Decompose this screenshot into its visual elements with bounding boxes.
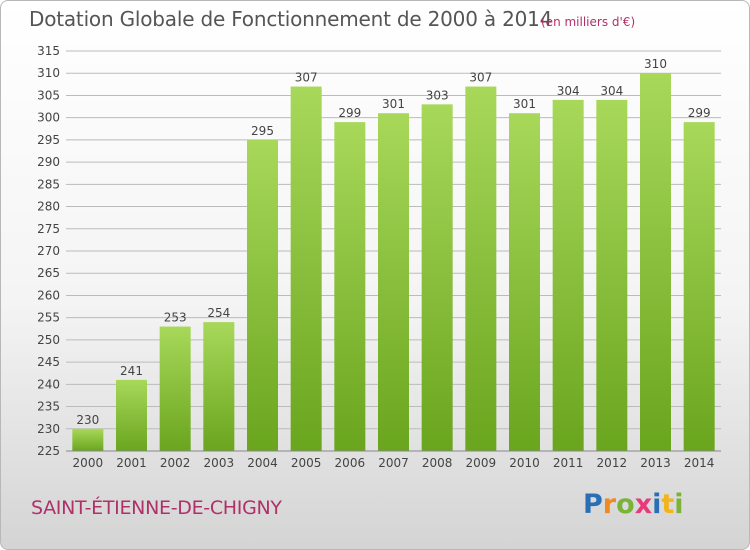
bar-2002 xyxy=(159,326,191,451)
y-tick-label: 255 xyxy=(37,311,60,325)
y-tick-label: 270 xyxy=(37,244,60,258)
logo-letter: x xyxy=(634,489,653,520)
logo-letter: r xyxy=(602,489,617,520)
y-tick-label: 240 xyxy=(37,377,60,391)
bar-2000 xyxy=(72,428,104,451)
x-tick-label: 2005 xyxy=(291,456,322,470)
data-label: 304 xyxy=(600,84,623,98)
logo-letter: i xyxy=(674,489,684,520)
bar-2011 xyxy=(552,99,584,451)
x-tick-label: 2001 xyxy=(116,456,147,470)
x-tick-label: 2000 xyxy=(73,456,104,470)
y-tick-label: 310 xyxy=(37,66,60,80)
chart-title: Dotation Globale de Fonctionnement de 20… xyxy=(29,7,553,31)
bar-2003 xyxy=(203,322,235,451)
bar-2004 xyxy=(247,139,278,451)
y-tick-label: 260 xyxy=(37,288,60,302)
data-label: 301 xyxy=(513,97,536,111)
y-tick-label: 280 xyxy=(37,200,60,214)
x-axis-ticks: 2000 2001 2002 2003 2004 2005 2006 2007 2008 2009… xyxy=(66,450,721,470)
x-tick-label: 2004 xyxy=(247,456,278,470)
x-tick-label: 2002 xyxy=(160,456,191,470)
y-axis-ticks: 225 230 235 240 245 250 255 260 265 270 275 280 285 2… xyxy=(37,44,60,458)
data-label: 307 xyxy=(469,71,492,85)
proxiti-logo: Proxiti xyxy=(583,489,684,520)
x-tick-label: 2013 xyxy=(640,456,671,470)
bar-2009 xyxy=(465,86,497,452)
x-tick-label: 2007 xyxy=(378,456,409,470)
bar-2005 xyxy=(290,86,322,452)
chart-subtitle: (en milliers d'€) xyxy=(541,15,636,29)
y-tick-label: 230 xyxy=(37,422,60,436)
x-tick-label: 2012 xyxy=(597,456,628,470)
logo-letter: P xyxy=(583,489,603,520)
data-label: 304 xyxy=(557,84,580,98)
x-tick-label: 2006 xyxy=(335,456,366,470)
commune-name: SAINT-ÉTIENNE-DE-CHIGNY xyxy=(31,497,282,519)
y-tick-label: 305 xyxy=(37,88,60,102)
y-tick-label: 300 xyxy=(37,111,60,125)
y-tick-label: 275 xyxy=(37,222,60,236)
y-tick-label: 250 xyxy=(37,333,60,347)
x-tick-label: 2009 xyxy=(466,456,497,470)
bar-2006 xyxy=(334,122,366,451)
x-tick-label: 2008 xyxy=(422,456,453,470)
y-tick-label: 235 xyxy=(37,400,60,414)
bar-2010 xyxy=(509,113,540,451)
x-tick-label: 2011 xyxy=(553,456,584,470)
data-label: 295 xyxy=(251,124,274,138)
y-tick-label: 245 xyxy=(37,355,60,369)
data-label: 299 xyxy=(338,106,361,120)
bar-2001 xyxy=(116,379,147,451)
x-tick-label: 2010 xyxy=(509,456,540,470)
logo-letter: t xyxy=(661,489,675,520)
x-tick-label: 2003 xyxy=(204,456,235,470)
bar-2014 xyxy=(683,122,715,451)
logo-letter: i xyxy=(652,489,662,520)
bar-2007 xyxy=(378,113,409,451)
y-tick-label: 265 xyxy=(37,266,60,280)
logo-letter: o xyxy=(616,489,635,520)
y-tick-label: 315 xyxy=(37,44,60,58)
data-label: 307 xyxy=(295,71,318,85)
data-label: 303 xyxy=(426,88,449,102)
y-tick-label: 285 xyxy=(37,177,60,191)
data-label: 253 xyxy=(164,311,187,325)
y-tick-label: 290 xyxy=(37,155,60,169)
bars: 230 241 253 254 295 307 299 301 303 307 301 304 304 3… xyxy=(72,57,715,452)
data-label: 310 xyxy=(644,57,667,71)
bar-2008 xyxy=(421,104,453,451)
data-label: 241 xyxy=(120,364,143,378)
bar-2013 xyxy=(640,73,671,451)
data-label: 299 xyxy=(688,106,711,120)
data-label: 254 xyxy=(207,306,230,320)
y-tick-label: 225 xyxy=(37,444,60,458)
y-tick-label: 295 xyxy=(37,133,60,147)
data-label: 230 xyxy=(76,413,99,427)
x-tick-label: 2014 xyxy=(684,456,715,470)
data-label: 301 xyxy=(382,97,405,111)
bar-2012 xyxy=(596,99,628,451)
